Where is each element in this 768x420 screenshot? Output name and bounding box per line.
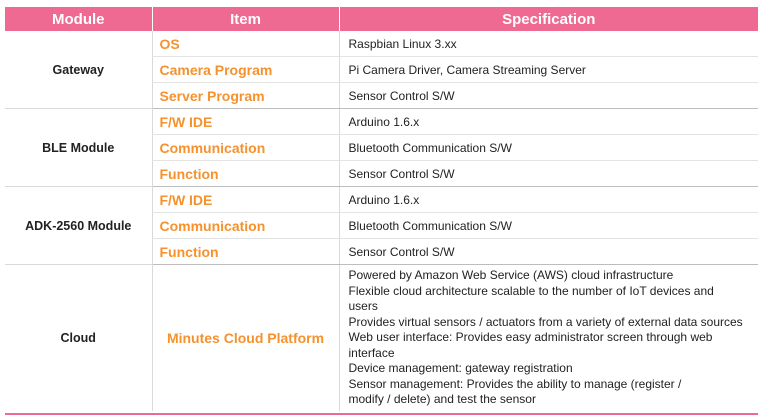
header-module: Module	[5, 7, 153, 31]
spec-line: Flexible cloud architecture scalable to …	[348, 283, 714, 298]
spec-cell-cloud: Powered by Amazon Web Service (AWS) clou…	[339, 265, 758, 411]
item-cell: Server Program	[151, 82, 340, 109]
header-specification: Specification	[339, 7, 758, 31]
table-row-cloud: Cloud Minutes Cloud Platform Powered by …	[5, 264, 758, 411]
header-item: Item	[152, 7, 340, 31]
spec-cell: Arduino 1.6.x	[339, 186, 758, 213]
item-cell: Function	[151, 238, 340, 265]
table-row: Function Sensor Control S/W	[5, 160, 758, 187]
spec-cell: Bluetooth Communication S/W	[339, 134, 758, 161]
module-cell: BLE Module	[5, 108, 152, 187]
item-cell: Minutes Cloud Platform	[151, 264, 340, 411]
spec-cell: Sensor Control S/W	[339, 82, 758, 109]
spec-cell: Pi Camera Driver, Camera Streaming Serve…	[339, 56, 758, 83]
table-row: Function Sensor Control S/W	[5, 238, 758, 265]
spec-line: Device management: gateway registration	[348, 361, 573, 375]
spec-cell: Sensor Control S/W	[339, 160, 758, 187]
table-row: Communication Bluetooth Communication S/…	[5, 134, 758, 161]
item-cell: F/W IDE	[151, 186, 340, 213]
item-cell: OS	[151, 31, 340, 57]
table-row: Communication Bluetooth Communication S/…	[5, 212, 758, 239]
spec-line: Sensor management: Provides the ability …	[348, 376, 682, 391]
header-row: Module Item Specification	[5, 7, 758, 31]
module-cell: ADK-2560 Module	[5, 186, 152, 265]
table-bottom-rule	[5, 413, 758, 415]
table-row: ADK-2560 Module F/W IDE Arduino 1.6.x	[5, 186, 758, 265]
spec-line: Powered by Amazon Web Service (AWS) clou…	[348, 268, 674, 282]
spec-line: modify / delete) and test the sensor	[348, 392, 536, 406]
table-row: BLE Module F/W IDE Arduino 1.6.x	[5, 108, 758, 187]
table-row: Camera Program Pi Camera Driver, Camera …	[5, 56, 758, 83]
spec-cell: Arduino 1.6.x	[339, 108, 758, 135]
specification-table: Module Item Specification Gateway OS Ras…	[5, 7, 758, 411]
module-cell: Cloud	[60, 330, 96, 345]
item-cell: Function	[151, 160, 340, 187]
spec-cell: Sensor Control S/W	[339, 238, 758, 265]
spec-cell: Bluetooth Communication S/W	[339, 212, 758, 239]
item-cell: Camera Program	[151, 56, 340, 83]
spec-line: users	[348, 299, 378, 313]
item-cell: Communication	[151, 212, 340, 239]
table-row: Server Program Sensor Control S/W	[5, 82, 758, 109]
table-row: Gateway OS Raspbian Linux 3.xx	[5, 31, 758, 109]
spec-line: Provides virtual sensors / actuators fro…	[348, 314, 743, 329]
spec-line: Web user interface: Provides easy admini…	[348, 330, 713, 344]
module-cell: Gateway	[5, 31, 152, 109]
item-cell: Communication	[151, 134, 340, 161]
spec-cell: Raspbian Linux 3.xx	[339, 31, 758, 57]
spec-line: interface	[348, 345, 395, 360]
item-cell: F/W IDE	[151, 108, 340, 135]
